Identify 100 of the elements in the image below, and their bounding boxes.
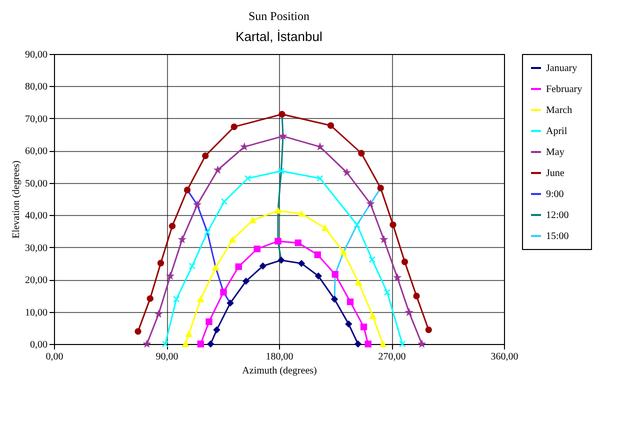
point [220,288,227,296]
point [390,221,396,228]
point [298,260,305,267]
point [345,320,352,328]
legend-label: January [546,63,578,74]
legend-label: April [546,126,568,137]
point [146,295,154,302]
point [380,341,386,347]
legend-label: 9:00 [546,189,564,200]
y-tick-label: 0,00 [30,340,48,350]
point [206,318,212,326]
point [413,292,420,300]
point [197,340,204,348]
legend-label: February [546,84,582,95]
point [278,110,286,118]
point [157,260,164,266]
point [294,239,302,246]
point [344,169,350,176]
point [274,208,282,214]
point [354,221,360,228]
y-tick-label: 10,00 [25,307,48,318]
point [197,296,204,302]
point [332,271,338,278]
point [274,238,282,245]
point [425,326,432,334]
point [355,280,362,286]
y-tick-label: 60,00 [25,146,48,158]
point [346,298,354,306]
point [173,296,180,303]
y-tick-label: 80,00 [25,82,48,93]
point [184,186,191,194]
point [354,340,362,348]
point [377,184,384,192]
point [229,236,236,243]
point [298,210,305,217]
point [194,201,200,208]
point [213,326,220,334]
x-axis-title: Azimuth (degrees) [242,366,317,376]
y-axis-title: Elevation (degrees) [11,160,22,239]
point [254,246,260,252]
legend-label: May [546,147,564,158]
point [212,264,220,271]
point [401,258,408,266]
y-tick-label: 90,00 [25,50,48,60]
point [322,225,328,231]
point [314,251,321,258]
point [364,340,372,348]
point [369,312,376,319]
x-tick-label: 180,00 [266,352,294,362]
point [394,274,401,280]
point [278,168,285,174]
legend-label: 12:00 [546,210,569,221]
y-tick-label: 40,00 [25,210,48,222]
point [384,289,391,296]
point [204,228,211,236]
point [186,331,192,337]
point [188,262,196,270]
point [207,340,214,348]
point [315,272,322,280]
point [230,123,238,130]
point [162,340,169,348]
point [249,217,256,224]
point [134,328,142,335]
point [360,324,368,330]
y-tick-label: 70,00 [25,114,48,125]
point [280,132,286,139]
point [260,262,266,270]
legend-label: 15:00 [546,231,569,242]
x-tick-label: 90,00 [156,352,178,362]
point [331,296,338,303]
y-tick-label: 50,00 [25,178,48,190]
point [220,198,228,205]
point [235,263,242,270]
point [144,340,150,347]
y-tick-label: 20,00 [25,275,48,286]
point [244,175,252,182]
point [168,222,176,230]
point [242,278,250,285]
point [367,200,374,207]
point [178,236,186,242]
x-tick-label: 270,00 [378,352,406,362]
point [155,310,162,317]
point [380,236,388,242]
point [278,256,285,264]
point [241,143,248,150]
point [316,175,324,182]
point [406,309,412,316]
x-tick-label: 360,00 [490,352,518,362]
point [368,256,376,263]
point [316,143,324,150]
legend-label: June [546,168,565,179]
chart-title: Sun Position [248,9,310,23]
point [182,341,189,347]
y-tick-label: 30,00 [25,242,48,254]
x-tick-label: 0,00 [46,352,64,362]
point [340,249,347,256]
point [226,300,234,306]
point [358,150,365,157]
point [418,340,426,347]
legend-label: March [546,105,572,116]
